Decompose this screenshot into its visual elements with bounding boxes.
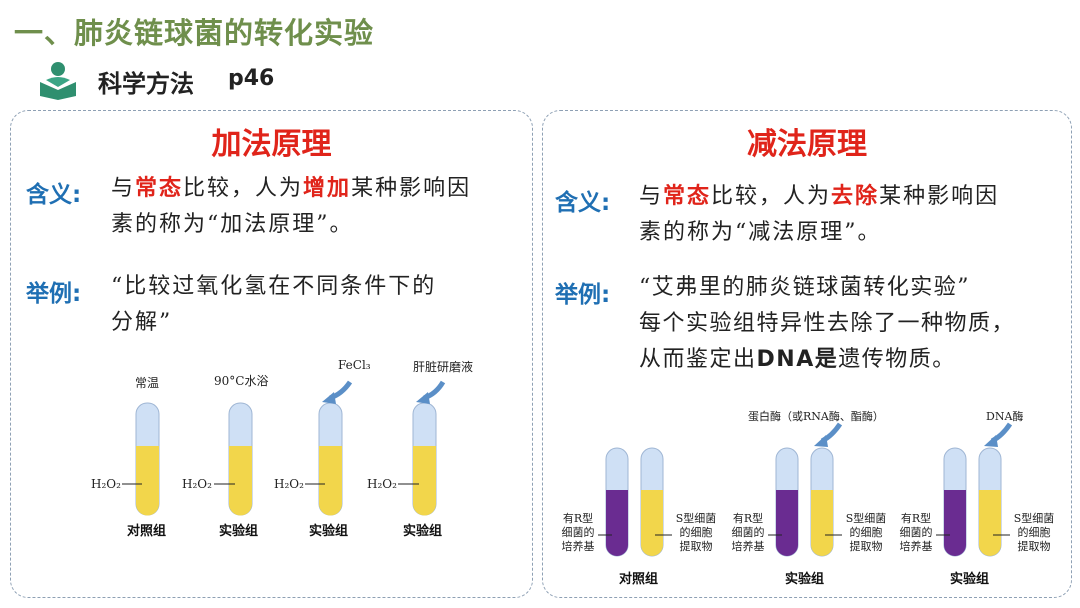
tube-content-label: H₂O₂ (91, 477, 121, 491)
tube-top-label: 肝脏研磨液 (413, 360, 474, 374)
enzyme-added-label: DNA酶 (986, 410, 1024, 423)
group-label: 实验组 (309, 524, 349, 539)
test-tube (214, 402, 253, 516)
example-text: “艾弗里的肺炎链球菌转化实验” 每个实验组特异性去除了一种物质， 从而鉴定出DN… (639, 275, 1016, 372)
tube-set-control (598, 447, 672, 557)
meaning-text: 与常态比较，人为增加某种影响因 素的称为“加法原理”。 (111, 176, 472, 237)
tube-top-label: 90°C水浴 (214, 374, 269, 388)
tube-top-label: FeCl₃ (338, 358, 371, 372)
tube-top-label: 常温 (135, 376, 160, 390)
subtraction-principle-panel: 减法原理 含义: 与常态比较，人为去除某种影响因 素的称为“减法原理”。 举例:… (542, 110, 1072, 598)
arrowhead-icon (984, 435, 998, 447)
medium-label: 有R型 细菌的 培养基 (899, 512, 933, 553)
group-label: 对照组 (127, 524, 167, 539)
meaning-label: 含义: (26, 182, 82, 208)
test-tube (305, 402, 343, 516)
group-label: 实验组 (219, 524, 259, 539)
group-label: 实验组 (785, 572, 825, 587)
tube-set-dnase (936, 447, 1010, 557)
tube-content-label: H₂O₂ (182, 477, 212, 491)
test-tube (122, 402, 160, 516)
arrowhead-icon (814, 435, 828, 447)
meaning-text: 与常态比较，人为去除某种影响因 素的称为“减法原理”。 (639, 184, 1000, 245)
meaning-label: 含义: (555, 190, 611, 216)
medium-label: 有R型 细菌的 培养基 (561, 512, 595, 553)
addition-principle-panel: 加法原理 含义: 与常态比较，人为增加某种影响因 素的称为“加法原理”。 举例:… (10, 110, 533, 598)
test-tube (398, 402, 437, 516)
extract-label: S型细菌 的细胞 提取物 (845, 512, 887, 553)
method-label: 科学方法 (98, 70, 194, 98)
group-label: 实验组 (950, 572, 990, 587)
example-text: “比较过氧化氢在不同条件下的 分解” (111, 274, 437, 335)
arrowhead-icon (322, 392, 336, 404)
tube-content-label: H₂O₂ (274, 477, 304, 491)
group-label: 对照组 (619, 572, 659, 587)
extract-label: S型细菌 的细胞 提取物 (675, 512, 717, 553)
panel-heading: 减法原理 (747, 127, 867, 162)
enzyme-added-label: 蛋白酶（或RNA酶、酯酶） (748, 410, 884, 423)
group-label: 实验组 (403, 524, 443, 539)
tube-content-label: H₂O₂ (367, 477, 397, 491)
reading-person-icon (40, 62, 76, 100)
panel-heading: 加法原理 (211, 127, 332, 162)
example-label: 举例: (26, 281, 82, 307)
method-page: p46 (228, 66, 275, 91)
arrowhead-icon (416, 392, 430, 404)
page-title: 一、肺炎链球菌的转化实验 (14, 16, 375, 50)
extract-label: S型细菌 的细胞 提取物 (1013, 512, 1055, 553)
example-label: 举例: (555, 282, 611, 308)
tube-set-protease (768, 447, 842, 557)
medium-label: 有R型 细菌的 培养基 (731, 512, 765, 553)
